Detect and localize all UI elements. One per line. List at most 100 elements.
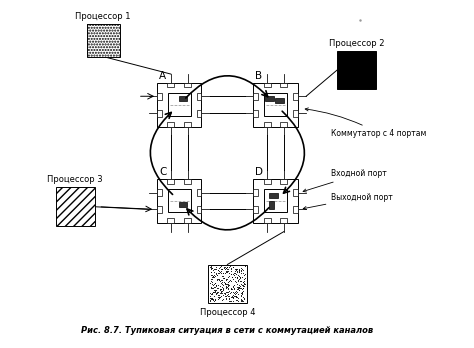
Point — [240, 282, 247, 287]
Bar — [184, 82, 191, 87]
Point — [225, 273, 233, 278]
Point — [224, 267, 232, 272]
Point — [218, 279, 226, 284]
Point — [228, 275, 236, 280]
Point — [217, 278, 224, 284]
Point — [219, 270, 227, 276]
Point — [216, 295, 223, 301]
Point — [215, 276, 222, 282]
Point — [225, 288, 233, 294]
Point — [211, 298, 219, 303]
Point — [234, 291, 242, 296]
Point — [237, 292, 245, 298]
Point — [209, 290, 217, 295]
Point — [228, 271, 235, 276]
Point — [218, 268, 225, 274]
Point — [221, 280, 229, 286]
Point — [219, 277, 226, 282]
Point — [225, 282, 232, 287]
Point — [239, 294, 247, 300]
Point — [237, 271, 245, 276]
Point — [228, 286, 236, 292]
Point — [222, 265, 230, 271]
Point — [239, 285, 247, 291]
Point — [231, 289, 239, 295]
Point — [213, 291, 220, 296]
Point — [221, 267, 228, 272]
Point — [235, 285, 243, 290]
Point — [210, 282, 217, 288]
Point — [230, 290, 237, 296]
Bar — [264, 189, 287, 213]
Point — [213, 290, 221, 296]
Point — [210, 296, 217, 302]
Point — [225, 296, 233, 302]
Point — [216, 277, 223, 283]
Point — [219, 284, 226, 290]
Point — [237, 267, 245, 272]
Point — [227, 267, 235, 272]
Point — [233, 266, 241, 272]
Point — [233, 281, 240, 287]
Point — [222, 289, 230, 294]
Point — [208, 279, 215, 284]
Point — [212, 265, 219, 270]
Point — [221, 282, 228, 287]
Point — [230, 270, 237, 276]
Point — [227, 268, 235, 274]
Bar — [167, 218, 174, 223]
Point — [234, 298, 242, 303]
Point — [208, 285, 216, 291]
Point — [229, 276, 237, 282]
Bar — [293, 189, 298, 196]
Point — [231, 291, 239, 297]
Point — [234, 285, 242, 291]
Point — [208, 273, 215, 278]
Text: Процессор 3: Процессор 3 — [47, 175, 103, 184]
Point — [212, 266, 220, 271]
Point — [212, 291, 220, 297]
Bar — [208, 264, 246, 303]
Point — [232, 290, 239, 296]
Point — [232, 266, 240, 271]
Point — [216, 287, 224, 292]
Bar — [264, 179, 271, 184]
Point — [206, 291, 214, 296]
Point — [233, 274, 240, 279]
Bar — [197, 189, 201, 196]
Point — [206, 280, 214, 286]
Point — [220, 264, 228, 269]
Point — [240, 295, 248, 301]
Point — [213, 290, 220, 295]
Point — [227, 286, 235, 292]
Point — [224, 285, 232, 291]
Point — [240, 283, 248, 289]
Point — [219, 281, 226, 287]
Point — [235, 283, 243, 288]
Point — [222, 277, 229, 283]
Point — [207, 270, 215, 275]
Point — [238, 267, 246, 272]
Bar — [264, 82, 271, 87]
Point — [206, 295, 213, 300]
Point — [224, 267, 231, 272]
Point — [241, 282, 249, 287]
Point — [227, 286, 235, 292]
Point — [239, 283, 246, 288]
Point — [210, 273, 217, 278]
Point — [225, 270, 233, 276]
Bar — [293, 110, 298, 117]
Point — [221, 270, 228, 276]
Point — [224, 268, 232, 274]
Point — [220, 279, 228, 285]
Point — [209, 267, 217, 273]
Point — [226, 290, 234, 296]
Point — [216, 266, 223, 271]
Point — [208, 296, 215, 302]
Point — [223, 264, 231, 270]
Point — [222, 268, 230, 274]
Point — [213, 276, 221, 282]
Point — [224, 269, 231, 275]
Point — [237, 290, 245, 295]
Bar — [254, 93, 258, 100]
